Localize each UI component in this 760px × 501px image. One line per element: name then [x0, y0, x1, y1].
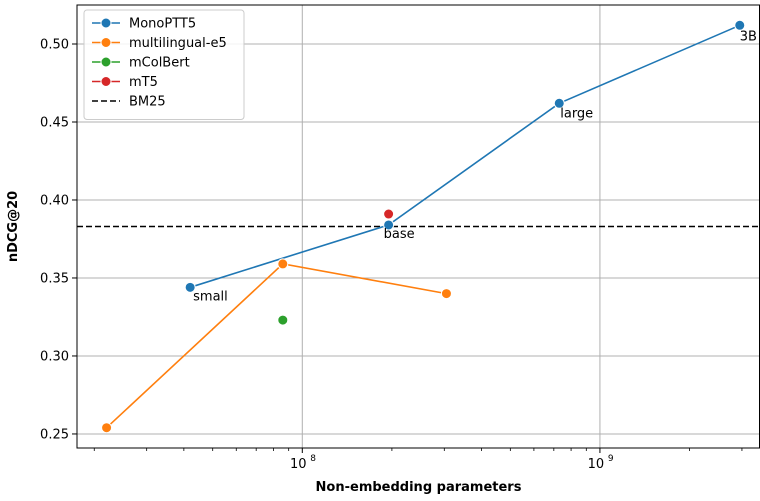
x-tick-label: 10	[290, 457, 307, 472]
legend-marker-multilingual-e5	[101, 38, 111, 48]
mcolbert-point	[278, 315, 288, 325]
point-label: 3B	[740, 29, 757, 44]
multilingual-e5-point	[278, 259, 288, 269]
point-label: large	[560, 106, 593, 121]
y-tick-label: 0.35	[40, 271, 69, 286]
x-tick-label: 10	[588, 457, 605, 472]
y-tick-label: 0.50	[40, 37, 69, 52]
legend-label-bm25: BM25	[129, 95, 166, 110]
y-tick-label: 0.25	[40, 427, 69, 442]
legend-label-mcolbert: mColBert	[129, 56, 190, 71]
multilingual-e5-line	[107, 264, 447, 428]
x-axis-title: Non-embedding parameters	[316, 480, 522, 495]
y-tick-label: 0.30	[40, 349, 69, 364]
x-tick-exponent: 9	[608, 454, 614, 464]
legend-label-mt5: mT5	[129, 75, 158, 90]
y-tick-label: 0.45	[40, 115, 69, 130]
y-tick-label: 0.40	[40, 193, 69, 208]
point-label: small	[193, 289, 228, 304]
point-label: base	[384, 227, 415, 242]
x-tick-exponent: 8	[310, 454, 316, 464]
mt5-point	[384, 209, 394, 219]
legend: MonoPTT5 multilingual-e5 mColBert mT5 BM25	[84, 10, 244, 120]
legend-marker-mt5	[101, 77, 111, 87]
y-axis-title: nDCG@20	[6, 191, 21, 262]
legend-marker-monoptt5	[101, 18, 111, 28]
multilingual-e5-point	[441, 289, 451, 299]
multilingual-e5-point	[102, 423, 112, 433]
legend-label-multilingual-e5: multilingual-e5	[129, 36, 227, 51]
monoptt5-line	[190, 25, 740, 287]
legend-marker-mcolbert	[101, 57, 111, 67]
legend-label-monoptt5: MonoPTT5	[129, 17, 196, 32]
